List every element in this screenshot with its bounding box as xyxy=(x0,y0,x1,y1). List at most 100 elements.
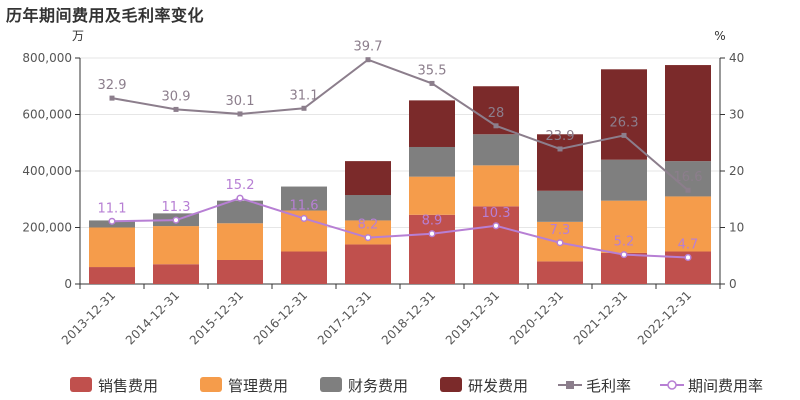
point-marker xyxy=(237,111,243,117)
data-label: 5.2 xyxy=(614,235,635,250)
legend-label: 期间费用率 xyxy=(688,377,763,395)
data-label: 8.2 xyxy=(358,218,379,233)
left-tick-label: 800,000 xyxy=(22,51,72,65)
bar-segment xyxy=(89,227,135,268)
x-tick-label: 2019-12-31 xyxy=(443,288,502,347)
right-tick-label: 30 xyxy=(729,108,744,122)
x-tick-label: 2013-12-31 xyxy=(59,288,118,347)
point-marker xyxy=(172,216,180,224)
x-tick-label: 2018-12-31 xyxy=(379,288,438,347)
point-marker xyxy=(429,80,435,86)
bar-segment xyxy=(153,264,199,284)
bar-segment xyxy=(217,200,263,224)
data-label: 11.3 xyxy=(162,200,191,215)
point-marker xyxy=(108,217,116,225)
data-label: 30.9 xyxy=(162,89,191,104)
data-label: 35.5 xyxy=(418,63,447,78)
point-marker xyxy=(492,222,500,230)
data-label: 28 xyxy=(488,106,505,121)
bar-segment xyxy=(409,100,455,147)
data-label: 8.9 xyxy=(422,214,443,229)
series-line xyxy=(111,58,689,191)
legend: 销售费用 管理费用 财务费用 研发费用 毛利率 期间费用率 xyxy=(70,377,763,395)
point-marker xyxy=(428,230,436,238)
legend-marker xyxy=(566,381,574,389)
point-marker xyxy=(173,106,179,112)
data-label: 39.7 xyxy=(354,40,383,55)
bar-segment xyxy=(409,214,455,284)
point-marker xyxy=(684,253,692,261)
bar-segment xyxy=(89,267,135,284)
data-label: 16.6 xyxy=(674,170,703,185)
left-tick-label: 200,000 xyxy=(22,221,72,235)
bar-segment xyxy=(473,134,519,166)
bar-segment xyxy=(281,186,327,211)
bar-segment xyxy=(153,226,199,265)
bar-segment xyxy=(537,190,583,222)
x-tick-label: 2021-12-31 xyxy=(571,288,630,347)
x-tick-label: 2017-12-31 xyxy=(315,288,374,347)
bar-segment xyxy=(345,161,391,196)
bar-segment xyxy=(537,261,583,284)
right-tick-label: 10 xyxy=(729,221,744,235)
data-label: 23.9 xyxy=(546,129,575,144)
point-marker xyxy=(301,105,307,111)
left-axis-unit: 万 xyxy=(72,29,84,43)
left-tick-label: 600,000 xyxy=(22,108,72,122)
bar-segment xyxy=(473,165,519,207)
data-label: 10.3 xyxy=(482,206,511,221)
bar-segment xyxy=(345,244,391,284)
x-tick-label: 2020-12-31 xyxy=(507,288,566,347)
legend-label: 销售费用 xyxy=(98,377,158,395)
bar-segment xyxy=(601,69,647,160)
legend-label: 毛利率 xyxy=(586,377,631,395)
bar-segment xyxy=(665,65,711,162)
point-marker xyxy=(620,251,628,259)
point-marker xyxy=(685,187,691,193)
right-tick-label: 0 xyxy=(729,277,737,291)
legend-label: 研发费用 xyxy=(468,377,528,395)
point-marker xyxy=(493,123,499,129)
left-tick-label: 0 xyxy=(64,277,72,291)
bar-segment xyxy=(409,146,455,177)
bar-segment xyxy=(665,196,711,252)
legend-swatch xyxy=(200,377,222,392)
point-marker xyxy=(556,239,564,247)
series-line xyxy=(111,197,689,259)
bar-segment xyxy=(473,206,519,284)
right-tick-label: 40 xyxy=(729,51,744,65)
point-marker xyxy=(109,95,115,101)
x-tick-label: 2016-12-31 xyxy=(251,288,310,347)
data-label: 15.2 xyxy=(226,178,255,193)
data-label: 11.6 xyxy=(290,198,319,213)
bar-segment xyxy=(345,195,391,221)
data-label: 4.7 xyxy=(678,237,699,252)
data-label: 32.9 xyxy=(98,78,127,93)
bar-segment xyxy=(217,223,263,260)
legend-label: 财务费用 xyxy=(348,377,408,395)
bar-segment xyxy=(601,200,647,253)
data-label: 30.1 xyxy=(226,94,255,109)
x-tick-label: 2015-12-31 xyxy=(187,288,246,347)
data-label: 11.1 xyxy=(98,201,127,216)
left-tick-label: 400,000 xyxy=(22,164,72,178)
right-tick-label: 20 xyxy=(729,164,744,178)
data-label: 26.3 xyxy=(610,115,639,130)
point-marker xyxy=(300,214,308,223)
bar-segment xyxy=(601,159,647,201)
bar-segment xyxy=(281,251,327,284)
legend-marker xyxy=(667,380,677,390)
legend-swatch xyxy=(440,377,462,392)
bar-segment xyxy=(409,176,455,215)
legend-swatch xyxy=(320,377,342,392)
legend-swatch xyxy=(70,377,92,392)
bar-segment xyxy=(217,259,263,284)
x-tick-label: 2014-12-31 xyxy=(123,288,182,347)
point-marker xyxy=(557,146,563,152)
data-label: 31.1 xyxy=(290,88,319,103)
chart-title: 历年期间费用及毛利率变化 xyxy=(6,6,205,25)
point-marker xyxy=(365,57,371,63)
point-marker xyxy=(621,132,627,138)
